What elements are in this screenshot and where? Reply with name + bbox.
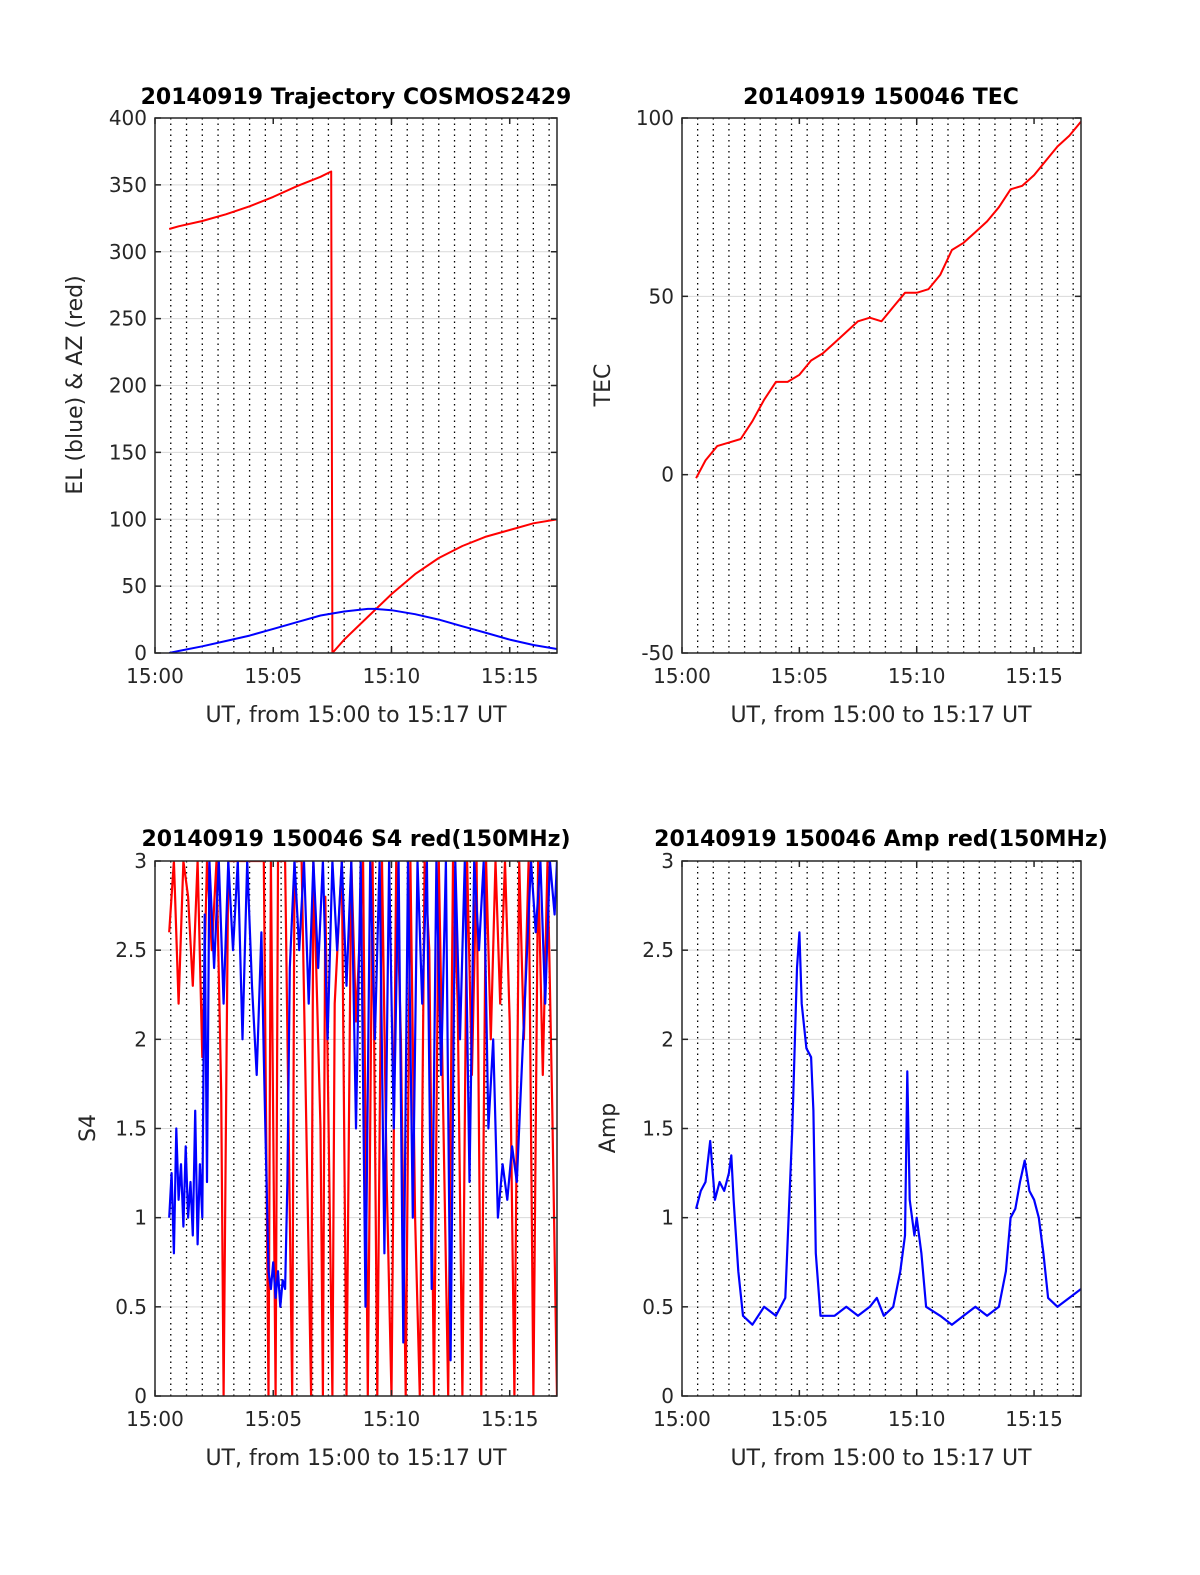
x-tick-label: 15:15 (1005, 1407, 1063, 1431)
series-line-blue (695, 931, 1081, 1326)
x-tick-label: 15:05 (244, 1407, 302, 1431)
x-tick-label: 15:05 (771, 1407, 829, 1431)
y-tick-label: 50 (649, 284, 674, 308)
y-tick-label: 0.5 (642, 1295, 674, 1319)
y-axis-label: TEC (591, 364, 616, 408)
y-tick-label: 2 (661, 1027, 674, 1051)
y-tick-label: 150 (109, 440, 147, 464)
y-tick-label: 300 (109, 240, 147, 264)
y-tick-label: 350 (109, 173, 147, 197)
y-tick-label: 0 (134, 641, 147, 665)
x-tick-label: 15:15 (481, 664, 539, 688)
y-tick-label: 2 (134, 1027, 147, 1051)
series-line-red (168, 861, 557, 1396)
panel-title: 20140919 150046 Amp red(150MHz) (654, 827, 1108, 852)
panel-trajectory: 20140919 Trajectory COSMOS2429 UT, from … (63, 85, 571, 728)
y-tick-label: 2.5 (115, 938, 147, 962)
x-tick-label: 15:00 (126, 664, 184, 688)
x-tick-label: 15:05 (771, 664, 829, 688)
x-tick-label: 15:15 (1005, 664, 1063, 688)
y-axis-label: EL (blue) & AZ (red) (63, 275, 88, 494)
y-tick-label: 1.5 (115, 1117, 147, 1141)
y-tick-label: 2.5 (642, 938, 674, 962)
x-axis-label: UT, from 15:00 to 15:17 UT (205, 1446, 507, 1471)
series-line-blue (168, 607, 557, 653)
y-tick-label: 0 (661, 1384, 674, 1408)
x-tick-label: 15:10 (363, 664, 421, 688)
x-axis-label: UT, from 15:00 to 15:17 UT (730, 1446, 1032, 1471)
y-tick-label: 200 (109, 374, 147, 398)
y-tick-label: 250 (109, 307, 147, 331)
y-tick-label: 3 (661, 849, 674, 873)
y-tick-label: 100 (636, 106, 674, 130)
x-tick-label: 15:00 (653, 664, 711, 688)
x-tick-label: 15:15 (481, 1407, 539, 1431)
x-tick-label: 15:00 (653, 1407, 711, 1431)
y-tick-label: 100 (109, 507, 147, 531)
y-tick-label: -50 (641, 641, 674, 665)
y-tick-label: 3 (134, 849, 147, 873)
x-tick-label: 15:10 (888, 664, 946, 688)
x-tick-label: 15:10 (363, 1407, 421, 1431)
panel-title: 20140919 Trajectory COSMOS2429 (141, 85, 572, 110)
series-line-red (695, 120, 1081, 479)
y-tick-label: 50 (122, 574, 147, 598)
y-tick-label: 0 (134, 1384, 147, 1408)
y-tick-label: 0.5 (115, 1295, 147, 1319)
panel-title: 20140919 150046 TEC (743, 85, 1019, 110)
series-line-blue (168, 861, 557, 1362)
y-tick-label: 1 (134, 1206, 147, 1230)
panel-tec: 20140919 150046 TEC UT, from 15:00 to 15… (591, 85, 1082, 728)
series-line-red (168, 170, 557, 653)
x-axis-label: UT, from 15:00 to 15:17 UT (205, 703, 507, 728)
panel-title: 20140919 150046 S4 red(150MHz) (141, 827, 570, 852)
x-tick-label: 15:00 (126, 1407, 184, 1431)
y-tick-label: 1 (661, 1206, 674, 1230)
y-axis-label: S4 (76, 1114, 101, 1142)
y-tick-label: 1.5 (642, 1117, 674, 1141)
y-tick-label: 400 (109, 106, 147, 130)
x-tick-label: 15:05 (244, 664, 302, 688)
panel-s4: 20140919 150046 S4 red(150MHz) UT, from … (76, 827, 571, 1471)
axes-box (681, 117, 1082, 654)
x-axis-label: UT, from 15:00 to 15:17 UT (730, 703, 1032, 728)
y-axis-label: Amp (596, 1103, 621, 1153)
y-tick-label: 0 (661, 463, 674, 487)
panel-amp: 20140919 150046 Amp red(150MHz) UT, from… (596, 827, 1108, 1471)
x-tick-label: 15:10 (888, 1407, 946, 1431)
